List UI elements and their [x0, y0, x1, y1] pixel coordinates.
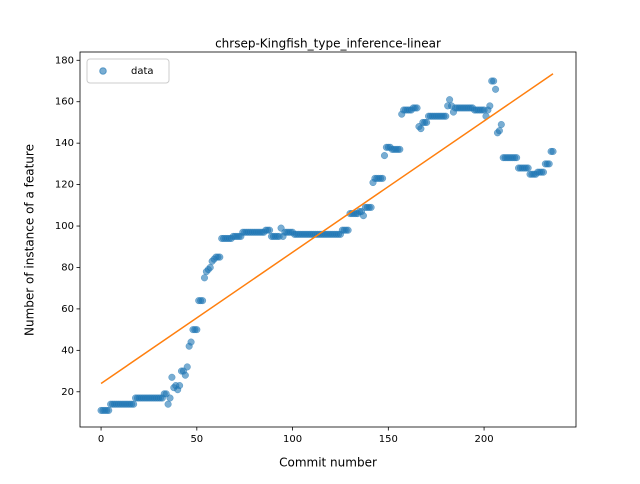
- data-point: [490, 77, 498, 85]
- data-point: [181, 371, 189, 379]
- data-point: [130, 400, 138, 408]
- legend-label: data: [131, 66, 154, 77]
- y-tick-label: 180: [55, 55, 74, 66]
- data-point: [396, 145, 404, 153]
- data-point: [539, 168, 547, 176]
- data-point: [486, 102, 494, 110]
- x-tick-label: 100: [283, 434, 302, 445]
- legend-marker: [99, 67, 107, 75]
- data-point: [379, 174, 387, 182]
- data-point: [176, 382, 184, 390]
- fit-line: [100, 73, 554, 385]
- data-point: [187, 338, 195, 346]
- data-point: [446, 96, 454, 104]
- plot-frame: [79, 51, 577, 428]
- x-tick-label: 150: [379, 434, 398, 445]
- x-tick-label: 50: [190, 434, 203, 445]
- y-tick-label: 160: [55, 97, 74, 108]
- y-tick-label: 80: [61, 262, 74, 273]
- data-point: [344, 226, 352, 234]
- data-point: [183, 363, 191, 371]
- x-tick-label: 0: [98, 434, 104, 445]
- data-point: [495, 127, 503, 135]
- y-tick-label: 120: [55, 180, 74, 191]
- y-tick-label: 40: [61, 345, 74, 356]
- data-point: [164, 400, 172, 408]
- data-point: [200, 274, 209, 282]
- data-point: [206, 263, 214, 272]
- y-tick-label: 20: [61, 387, 74, 398]
- legend-box: [86, 58, 170, 84]
- data-point: [166, 394, 174, 402]
- data-point: [266, 226, 274, 234]
- y-tick-label: 140: [55, 138, 74, 149]
- data-point: [216, 253, 224, 261]
- data-point: [380, 152, 389, 160]
- x-axis-label: Commit number: [279, 456, 377, 470]
- data-point: [417, 125, 425, 133]
- data-point: [492, 85, 500, 93]
- data-point: [105, 406, 113, 414]
- data-point: [168, 373, 176, 381]
- data-point: [193, 326, 201, 334]
- data-point: [413, 104, 421, 112]
- y-tick-label: 100: [55, 221, 74, 232]
- x-tick-label: 200: [475, 434, 494, 445]
- y-tick-label: 60: [61, 304, 74, 315]
- data-point: [497, 120, 505, 129]
- data-point: [199, 297, 207, 305]
- data-point: [545, 160, 553, 168]
- data-point: [513, 154, 521, 162]
- data-point: [442, 112, 450, 120]
- data-point: [549, 147, 557, 155]
- data-point: [359, 212, 367, 220]
- data-point: [524, 164, 532, 172]
- data-point: [367, 203, 375, 211]
- data-point: [423, 118, 431, 126]
- chart-title: chrsep-Kingfish_type_inference-linear: [215, 37, 441, 51]
- y-axis-label: Number of instance of a feature: [23, 144, 37, 336]
